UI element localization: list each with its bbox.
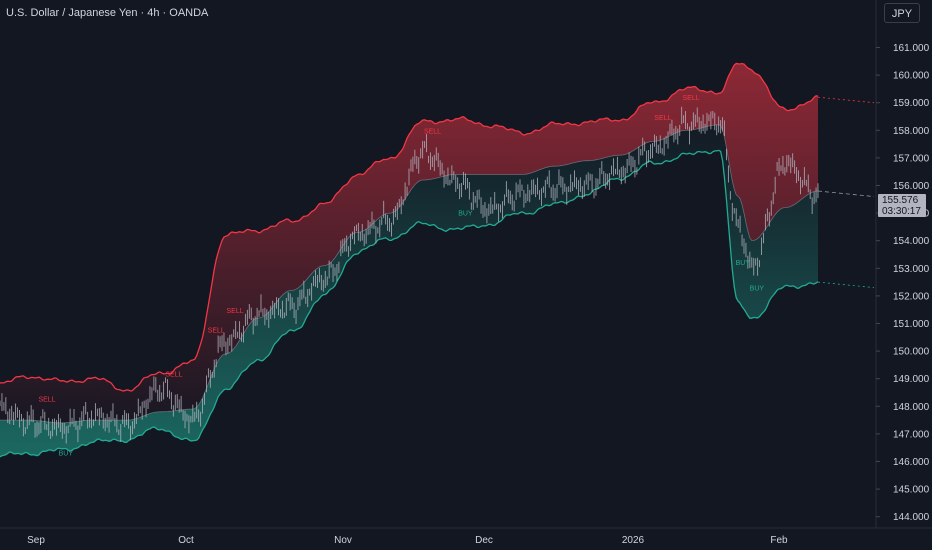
upper-band-line	[0, 62, 819, 392]
upper-band-projection	[817, 96, 875, 104]
price-tick-label: 146.000	[893, 457, 930, 468]
bar-countdown: 03:30:17	[882, 206, 921, 217]
buy-signal-label: BUY	[458, 211, 473, 218]
time-tick-label: Sep	[27, 535, 45, 546]
price-tick-label: 160.000	[893, 71, 930, 82]
plot-area: SELL SELL SELL SELL SELL SELL SELL BUY BUY BUY BUY	[0, 62, 875, 458]
sell-signal-label: SELL	[683, 95, 700, 102]
price-tick-label: 158.000	[893, 126, 930, 137]
price-tick-label: 157.000	[893, 153, 930, 164]
mid-projection	[817, 190, 875, 197]
price-tick-label: 153.000	[893, 264, 930, 275]
price-tick-label: 150.000	[893, 347, 930, 358]
time-tick-label: Feb	[770, 535, 788, 546]
price-axis[interactable]: 161.000 160.000 159.000 158.000 157.000 156.0…	[876, 43, 930, 523]
time-axis[interactable]: Sep Oct Nov Dec 2026 Feb	[27, 535, 788, 546]
last-price-label: 155.576 03:30:17	[878, 194, 926, 217]
lower-band-projection	[817, 281, 875, 289]
price-tick-label: 144.000	[893, 512, 930, 523]
symbol-title: U.S. Dollar / Japanese Yen · 4h · OANDA	[6, 7, 209, 19]
sell-signal-label: SELL	[424, 128, 441, 135]
lower-band-line	[0, 149, 819, 458]
last-price-value: 155.576	[882, 195, 919, 206]
sell-signal-label: SELL	[654, 115, 671, 122]
buy-signal-label: BUY	[750, 286, 765, 293]
price-tick-label: 145.000	[893, 485, 930, 496]
price-tick-label: 161.000	[893, 43, 930, 54]
price-tick-label: 154.000	[893, 236, 930, 247]
buy-signal-label: BUY	[736, 260, 751, 267]
time-tick-label: Dec	[475, 535, 493, 546]
price-tick-label: 152.000	[893, 291, 930, 302]
sell-signal-label: SELL	[165, 372, 182, 379]
price-tick-label: 149.000	[893, 374, 930, 385]
price-tick-label: 148.000	[893, 402, 930, 413]
sell-signal-label: SELL	[226, 308, 243, 315]
candles	[0, 106, 819, 444]
upper-band-fill	[0, 63, 818, 423]
price-tick-label: 159.000	[893, 98, 930, 109]
buy-signal-label: BUY	[59, 450, 74, 457]
price-tick-label: 147.000	[893, 429, 930, 440]
time-tick-label: Oct	[178, 535, 194, 546]
time-tick-label: Nov	[334, 535, 352, 546]
price-tick-label: 151.000	[893, 319, 930, 330]
price-tick-label: 156.000	[893, 181, 930, 192]
sell-signal-label: SELL	[208, 328, 225, 335]
currency-button[interactable]: JPY	[884, 3, 920, 23]
sell-signal-label: SELL	[38, 396, 55, 403]
time-tick-label: 2026	[622, 535, 645, 546]
